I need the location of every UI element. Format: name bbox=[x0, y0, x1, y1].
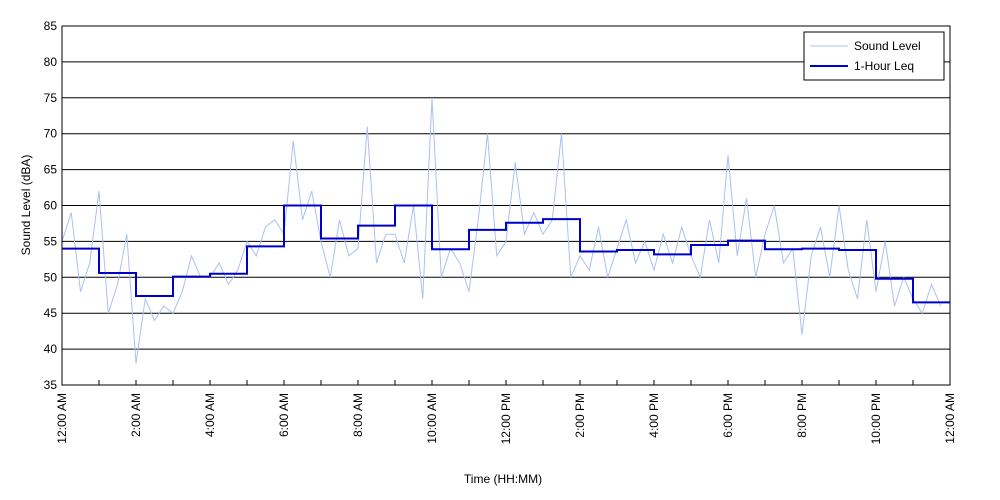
x-tick-label: 10:00 PM bbox=[869, 393, 883, 444]
x-tick-label: 4:00 PM bbox=[647, 393, 661, 438]
y-tick-label: 40 bbox=[44, 342, 58, 356]
y-tick-label: 45 bbox=[44, 306, 58, 320]
legend-label: 1-Hour Leq bbox=[854, 59, 914, 73]
x-tick-label: 10:00 AM bbox=[425, 393, 439, 444]
y-tick-label: 75 bbox=[44, 91, 58, 105]
x-tick-label: 12:00 AM bbox=[55, 393, 69, 444]
x-tick-label: 12:00 PM bbox=[499, 393, 513, 444]
y-tick-label: 55 bbox=[44, 234, 58, 248]
y-axis-label: Sound Level (dBA) bbox=[19, 155, 33, 256]
y-tick-label: 85 bbox=[44, 19, 58, 33]
x-tick-label: 6:00 AM bbox=[277, 393, 291, 437]
plot-frame bbox=[61, 25, 951, 386]
x-tick-label: 12:00 AM bbox=[943, 393, 957, 444]
legend-label: Sound Level bbox=[854, 39, 921, 53]
y-tick-label: 50 bbox=[44, 270, 58, 284]
x-tick-label: 2:00 AM bbox=[129, 393, 143, 437]
x-axis-label: Time (HH:MM) bbox=[464, 472, 542, 486]
y-tick-label: 35 bbox=[44, 378, 58, 392]
x-tick-label: 4:00 AM bbox=[203, 393, 217, 437]
x-tick-label: 8:00 AM bbox=[351, 393, 365, 437]
data-line bbox=[62, 204, 950, 304]
y-tick-label: 80 bbox=[44, 55, 58, 69]
y-tick-label: 60 bbox=[44, 199, 58, 213]
legend-box bbox=[803, 31, 945, 81]
y-tick-label: 65 bbox=[44, 163, 58, 177]
x-tick-label: 8:00 PM bbox=[795, 393, 809, 438]
x-tick-label: 2:00 PM bbox=[573, 393, 587, 438]
x-tick-label: 6:00 PM bbox=[721, 393, 735, 438]
y-tick-label: 70 bbox=[44, 127, 58, 141]
